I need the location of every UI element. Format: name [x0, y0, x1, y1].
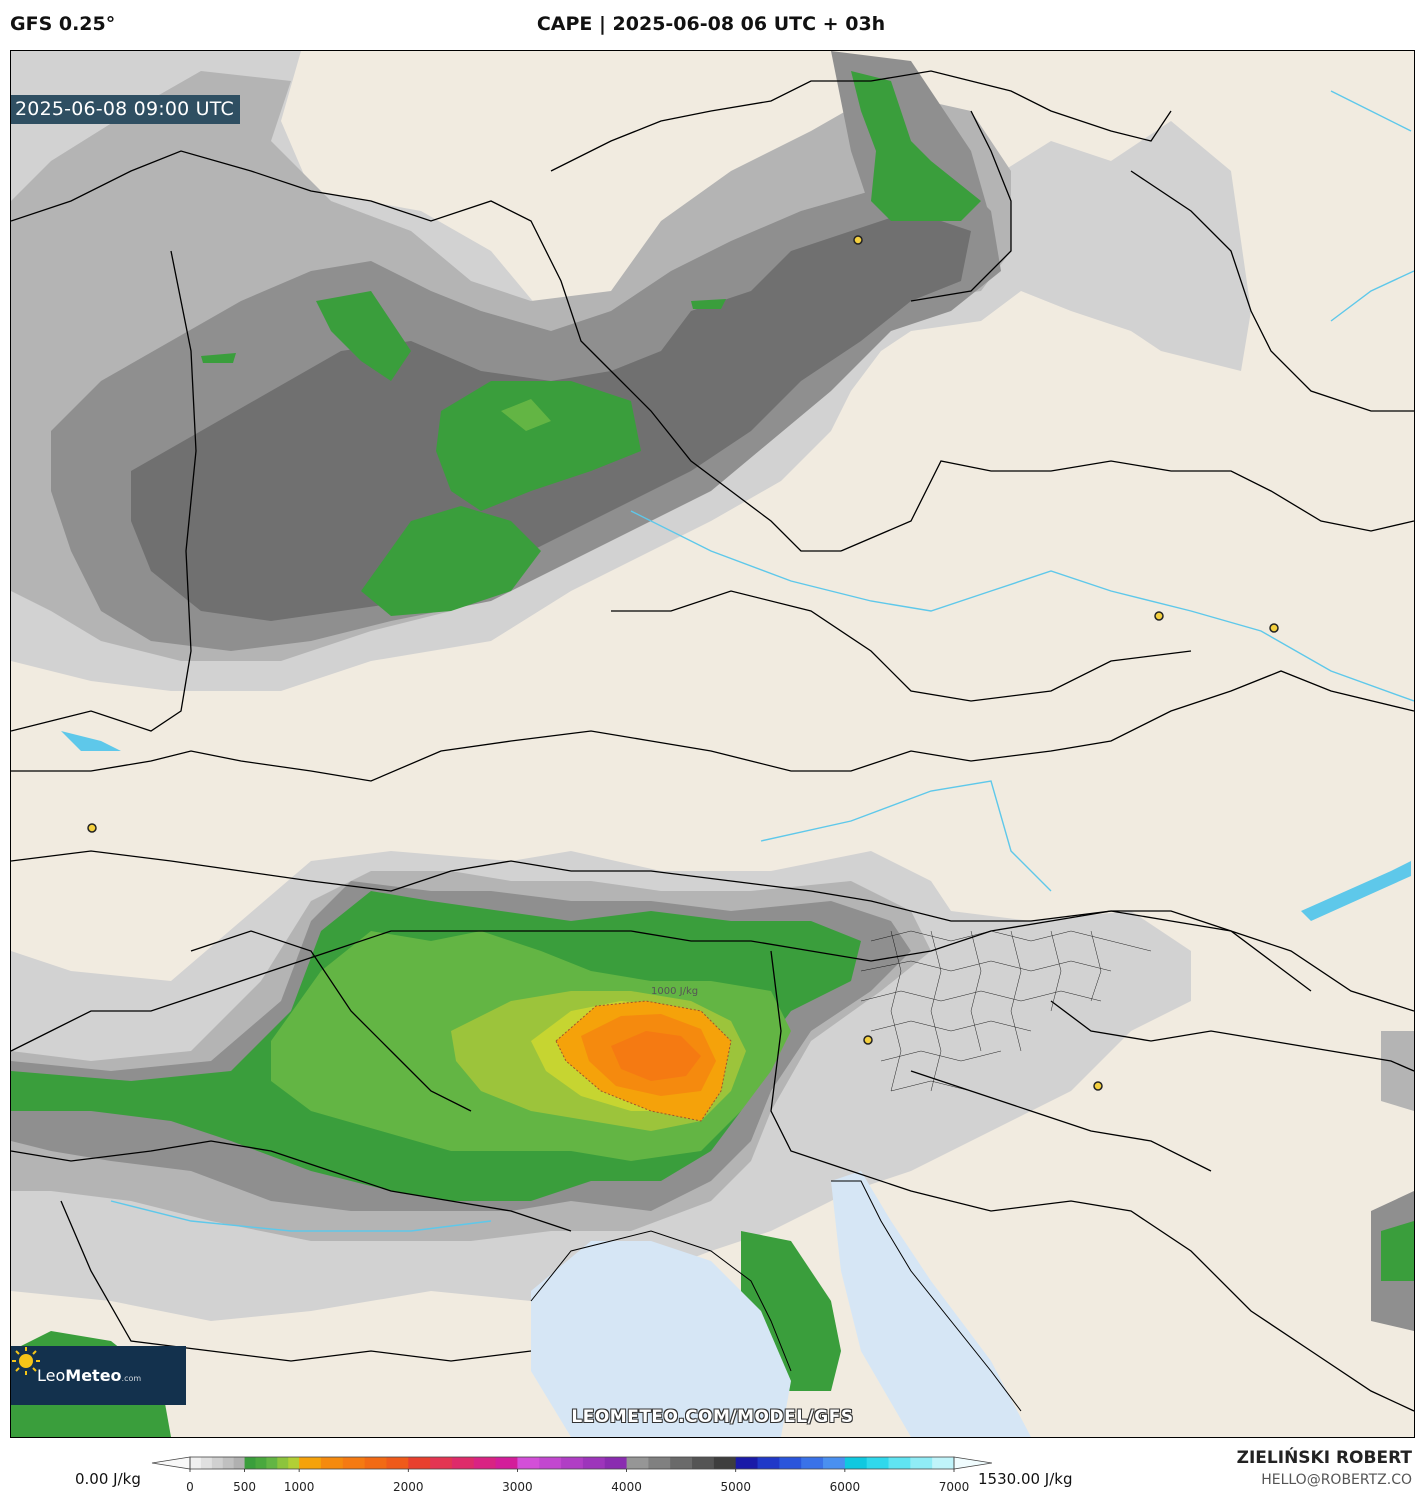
legend-tick-label: 500: [233, 1480, 256, 1493]
borders: [11, 70, 1414, 1412]
legend-swatch: [320, 1457, 344, 1469]
legend-swatch: [604, 1457, 628, 1469]
admin-districts: [860, 930, 1152, 1092]
city-marker: [863, 1035, 873, 1045]
legend-swatch: [670, 1457, 693, 1469]
legend-swatch: [190, 1457, 202, 1469]
legend-tick-label: 7000: [939, 1480, 970, 1493]
legend-ticks: 0 500 1000 2000 3000 4000 5000 6000 7000: [186, 1469, 969, 1493]
legend-swatch: [244, 1457, 256, 1469]
leometeo-logo[interactable]: LeoMeteo.com: [11, 1346, 186, 1405]
contour-label: 1000 J/kg: [651, 986, 698, 997]
legend-swatch: [277, 1457, 289, 1469]
contour-1000: [555, 1000, 732, 1122]
legend-swatch: [364, 1457, 387, 1469]
legend-swatch: [517, 1457, 540, 1469]
legend-max-value: 1530.00 J/kg: [978, 1470, 1073, 1488]
city-marker: [1093, 1081, 1103, 1091]
legend-swatch: [430, 1457, 453, 1469]
legend-swatch: [233, 1457, 246, 1469]
legend-swatch: [539, 1457, 562, 1469]
adriatic-sea: [531, 1241, 791, 1437]
author-name: ZIELIŃSKI ROBERT: [1236, 1448, 1412, 1468]
legend-swatch: [910, 1457, 933, 1469]
legend-swatch: [757, 1457, 780, 1469]
legend-min-value: 0.00 J/kg: [75, 1470, 141, 1488]
legend-swatch: [844, 1457, 868, 1469]
legend-swatch: [582, 1457, 606, 1469]
legend-swatch: [735, 1457, 759, 1469]
legend-swatch: [692, 1457, 715, 1469]
legend-frame: [189, 1456, 955, 1470]
map-panel[interactable]: 1000 J/kg 2025-06-08 09:00 UTC LeoMeteo.…: [10, 50, 1415, 1438]
legend-tick-label: 3000: [502, 1480, 533, 1493]
legend-swatch: [288, 1457, 300, 1469]
legend-swatch: [299, 1457, 322, 1469]
cape-field-north: [11, 51, 1251, 691]
legend-swatch: [386, 1457, 409, 1469]
sun-icon: [12, 1347, 40, 1375]
legend-swatches: [151, 1456, 992, 1470]
legend-swatch: [801, 1457, 824, 1469]
legend-swatch: [866, 1457, 890, 1469]
model-label: GFS 0.25°: [10, 13, 116, 35]
legend-swatch: [626, 1457, 649, 1469]
legend-swatch: [561, 1457, 584, 1469]
logo-text: LeoMeteo.com: [37, 1366, 142, 1385]
map-canvas: 1000 J/kg: [11, 51, 1414, 1437]
source-watermark: LEOMETEO.COM/MODEL/GFS: [571, 1407, 854, 1427]
adriatic-sea-east: [831, 1171, 1031, 1437]
legend-swatch: [888, 1457, 911, 1469]
legend-tick-label: 5000: [720, 1480, 751, 1493]
legend-swatch: [200, 1457, 213, 1469]
legend-arrow-max: [953, 1456, 992, 1470]
legend-tick-label: 0: [186, 1480, 194, 1493]
city-marker: [87, 823, 97, 833]
city-marker: [853, 235, 863, 245]
legend-tick-label: 4000: [611, 1480, 642, 1493]
legend-swatch: [451, 1457, 475, 1469]
coastlines: [530, 1180, 1022, 1412]
lake-balaton: [1301, 861, 1411, 921]
valid-time-badge: 2025-06-08 09:00 UTC: [11, 95, 240, 124]
cape-field-south: [11, 851, 1414, 1437]
city-marker: [1154, 611, 1164, 621]
legend-swatch: [342, 1457, 366, 1469]
city-marker: [1269, 623, 1279, 633]
legend-swatch: [211, 1457, 224, 1469]
color-legend: 0 500 1000 2000 3000 4000 5000 6000 7000: [151, 1456, 992, 1493]
legend-swatch: [473, 1457, 497, 1469]
legend-swatch: [779, 1457, 802, 1469]
legend-arrow-min: [151, 1456, 191, 1470]
chart-title: CAPE | 2025-06-08 06 UTC + 03h: [536, 13, 886, 35]
legend-swatch: [648, 1457, 671, 1469]
legend-swatch: [222, 1457, 235, 1469]
legend-swatch: [713, 1457, 737, 1469]
legend-swatch: [408, 1457, 431, 1469]
legend-tick-label: 2000: [393, 1480, 424, 1493]
legend-swatch: [495, 1457, 518, 1469]
legend-swatch: [255, 1457, 267, 1469]
legend-tick-label: 1000: [284, 1480, 315, 1493]
rivers: [110, 90, 1414, 1232]
legend-tick-label: 6000: [830, 1480, 861, 1493]
legend-swatch: [823, 1457, 846, 1469]
legend-swatch: [266, 1457, 278, 1469]
author-email[interactable]: HELLO@ROBERTZ.CO: [1261, 1472, 1412, 1488]
legend-swatch: [932, 1457, 955, 1469]
city-markers: [87, 235, 1279, 1091]
lake-geneva: [61, 731, 121, 751]
